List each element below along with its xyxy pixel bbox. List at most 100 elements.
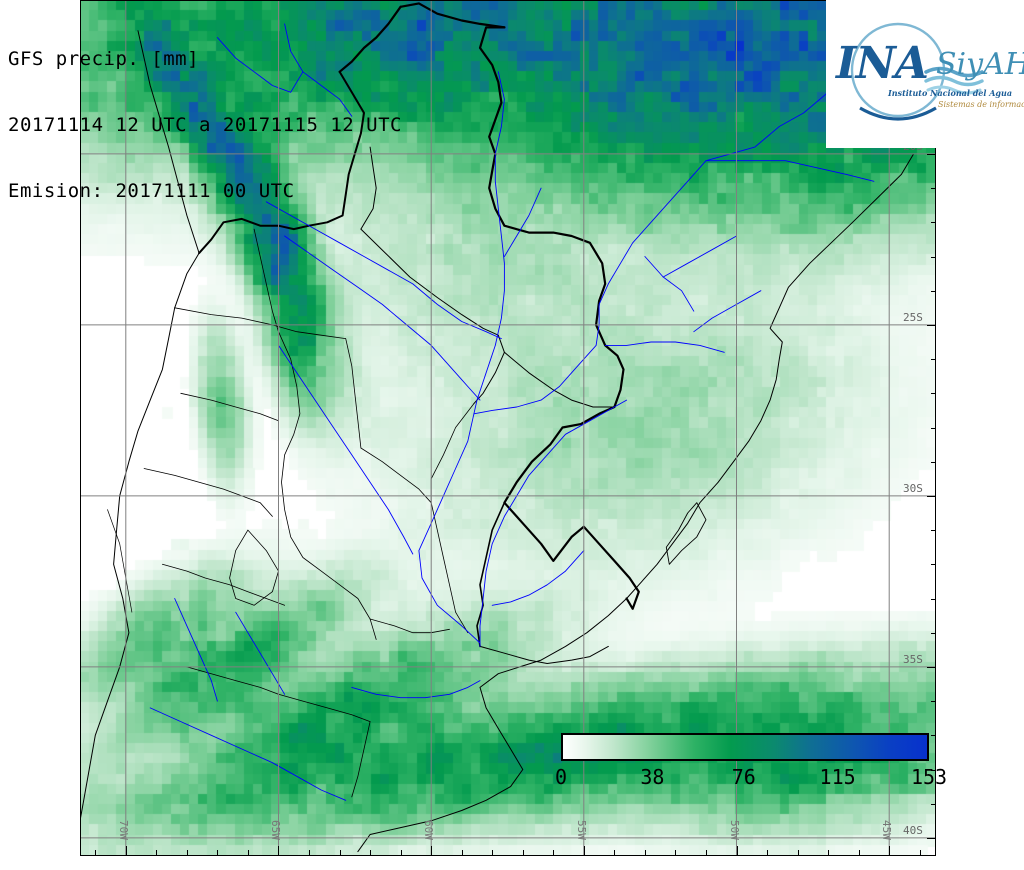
lon-tick [431,846,433,855]
lat-tick [927,324,936,326]
title-line-valid-period: 20171114 12 UTC a 20171115 12 UTC [8,114,402,136]
border-paraguay-west [360,146,377,230]
ina-siyah-logo: INA SiyAH Instituto Nacional del Agua Si… [826,0,1024,148]
border-argentina-chile [80,307,176,824]
lon-tick [370,850,372,855]
river-6 [278,344,414,555]
river-15 [174,598,218,702]
lat-tick [931,769,936,771]
lat-tick [931,359,936,361]
axis-left [80,0,81,856]
border-brazil [478,26,640,610]
colorbar-gradient [561,733,929,761]
river-19 [662,235,737,278]
province-cordoba [278,331,377,640]
lat-tick [931,564,936,566]
colorbar: 0 38 76 115 153 [555,733,947,789]
lon-label: 55W [574,820,588,840]
lat-tick [931,256,936,258]
province-jujuy-salta [253,228,279,333]
province-entrerios-west [430,502,469,634]
lon-tick [400,850,402,855]
lat-tick [931,393,936,395]
lon-label: 45W [880,820,894,840]
lon-tick [583,846,585,855]
lat-tick [931,632,936,634]
lon-tick [889,846,891,855]
coastline-atlantic [357,153,915,853]
province-santafe-south [369,618,450,634]
river-9 [705,160,875,182]
lat-tick [927,837,936,839]
lon-tick [461,850,463,855]
river-18 [503,187,542,257]
river-14 [235,611,286,695]
river-10 [604,341,725,353]
lon-tick [522,850,524,855]
lat-label: 35S [903,652,923,666]
lon-tick [675,850,677,855]
lon-tick [828,850,830,855]
colorbar-tick: 38 [640,765,665,789]
lon-label: 60W [422,820,436,840]
lon-tick [705,850,707,855]
border-bolivia-chile [137,30,200,254]
lon-tick [125,846,127,855]
lon-tick [492,850,494,855]
lat-tick [931,188,936,190]
lat-tick [931,222,936,224]
lon-tick [247,850,249,855]
logo-brand: SiyAH [936,47,1024,82]
border-uruguay-west [476,501,506,648]
coast-rio-de-la-plata [479,645,609,664]
river-11 [284,23,353,117]
province-lapampa-east [351,721,371,798]
lat-tick [931,701,936,703]
lat-tick [931,461,936,463]
border-paraguay-argentina [503,351,615,408]
lon-tick [186,850,188,855]
lon-tick [614,850,616,855]
river-12 [216,37,304,93]
province-sanluis [162,563,285,606]
lat-label: 25S [903,310,923,324]
axis-top [80,0,936,1]
river-16 [149,707,347,801]
river-17 [644,256,695,312]
lat-label: 30S [903,481,923,495]
province-santafe-north [360,447,432,504]
lon-label: 65W [269,820,283,840]
lat-tick [931,735,936,737]
salinas-outline [229,529,279,606]
lat-tick [927,495,936,497]
river-2 [418,413,481,644]
colorbar-tick: 0 [554,765,568,789]
colorbar-tick: 153 [910,765,948,789]
lon-tick [797,850,799,855]
map-title-block: GFS precip. [mm] 20171114 12 UTC a 20171… [8,4,402,246]
province-catamarca [180,392,279,422]
lon-tick [95,850,97,855]
lon-tick [309,850,311,855]
province-larioja [143,468,273,517]
axis-bottom [80,855,936,856]
lat-tick [931,427,936,429]
river-4 [284,235,481,401]
border-bolivia-brazil-west [338,5,402,73]
lat-label: 40S [903,823,923,837]
lon-tick [644,850,646,855]
lon-label: 50W [727,820,741,840]
logo-graphic-icon [850,22,984,121]
river-1 [473,160,707,415]
lat-tick [931,803,936,805]
precipitation-field-layer [80,0,935,855]
province-santiago [345,338,362,449]
lon-tick [736,846,738,855]
river-0 [473,71,505,415]
lon-label: 70W [116,820,130,840]
logo-subtitle-institute: Instituto Nacional del Agua [888,88,1012,98]
river-7 [491,550,585,606]
lat-tick [931,290,936,292]
title-line-variable: GFS precip. [mm] [8,48,200,70]
